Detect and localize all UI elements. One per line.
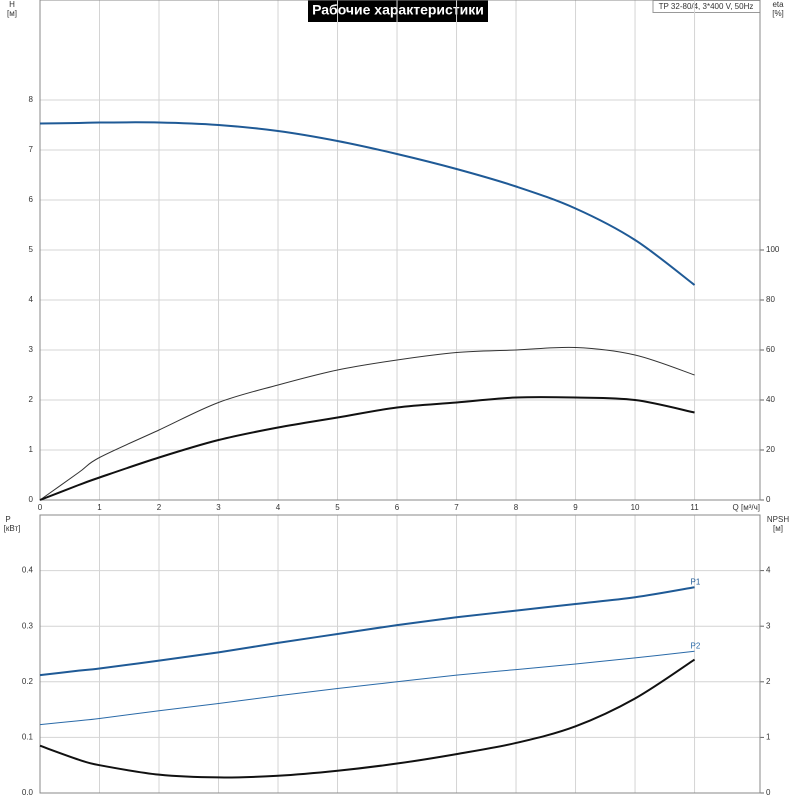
curve [39,650,695,726]
y-tick-label: 0.4 [22,566,34,575]
y2-axis-label: NPSH [767,515,789,524]
y-tick-label: 0.1 [22,733,34,742]
y-tick-label: 1 [29,445,34,454]
y-tick-label: 7 [29,145,34,154]
y2-tick-label: 100 [766,245,780,254]
x-tick-label: 10 [631,503,640,512]
y2-tick-label: 1 [766,733,771,742]
y2-axis-unit: [%] [772,9,784,18]
curve [39,396,695,501]
curve [39,658,696,779]
chart-subtitle: TP 32-80/4, 3*400 V, 50Hz [659,2,754,11]
x-tick-label: 2 [157,503,162,512]
x-axis-label: Q [м³/ч] [733,503,760,512]
x-tick-label: 7 [454,503,459,512]
y-axis-unit: [м] [7,9,17,18]
x-tick-label: 11 [690,503,699,512]
y-tick-label: 0.0 [22,788,34,797]
y-axis-unit: [кВт] [4,524,21,533]
y-axis-label: P [5,515,10,524]
y-tick-label: 0 [29,495,34,504]
title-box [308,0,488,22]
x-tick-label: 8 [514,503,519,512]
plot-frame [39,514,761,794]
y2-tick-label: 0 [766,495,771,504]
y2-tick-label: 40 [766,395,775,404]
x-tick-label: 3 [216,503,221,512]
y-tick-label: 4 [29,295,34,304]
y-tick-label: 8 [29,95,34,104]
y2-tick-label: 3 [766,621,771,630]
y2-tick-label: 4 [766,566,771,575]
x-tick-label: 5 [335,503,340,512]
x-tick-label: 6 [395,503,400,512]
y-axis-label: H [9,0,15,9]
y-tick-label: 6 [29,195,34,204]
chart-title: Рабочие характеристики [312,2,484,18]
x-tick-label: 9 [573,503,578,512]
y-tick-label: 5 [29,245,34,254]
y2-axis-unit: [м] [773,524,783,533]
y2-tick-label: 2 [766,677,771,686]
y-tick-label: 0.3 [22,621,34,630]
curve [39,346,695,501]
y2-tick-label: 0 [766,788,771,797]
x-tick-label: 1 [97,503,102,512]
y-tick-label: 3 [29,345,34,354]
y-tick-label: 2 [29,395,34,404]
curve-label: P2 [691,641,701,650]
y2-tick-label: 20 [766,445,775,454]
curve [39,586,695,677]
y2-tick-label: 80 [766,295,775,304]
y2-axis-label: eta [772,0,784,9]
y2-tick-label: 60 [766,345,775,354]
plot-frame [39,0,761,501]
curve [39,121,696,286]
x-tick-label: 4 [276,503,281,512]
x-tick-label: 0 [38,503,43,512]
y-tick-label: 0.2 [22,677,34,686]
curve-label: P1 [691,577,701,586]
